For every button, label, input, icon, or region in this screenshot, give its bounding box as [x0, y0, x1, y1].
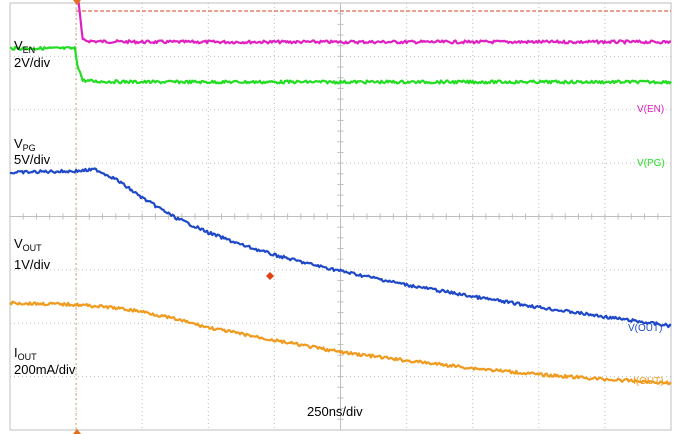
- trace-tag-iout: I(OUT): [633, 376, 664, 387]
- trace-iout: [9, 300, 672, 386]
- trace-tag-ven: V(EN): [637, 104, 664, 115]
- trace-vout: [9, 167, 672, 329]
- svg-text:IOUT: IOUT: [14, 345, 37, 362]
- trigger-marker-bottom: [73, 429, 81, 434]
- trace-ven: [77, 0, 672, 45]
- trace-tag-vout: V(OUT): [628, 323, 662, 334]
- vpg-label-sub: PG: [23, 143, 36, 153]
- vpg-label-main: V: [14, 136, 23, 151]
- vpg-scale: 5V/div: [14, 152, 51, 167]
- trigger-marker-top: [73, 0, 81, 5]
- channel-label-vpg: VPG 5V/div: [14, 136, 51, 167]
- svg-text:VOUT: VOUT: [14, 236, 42, 253]
- grid: [9, 2, 672, 431]
- trace-tag-vpg: V(PG): [637, 158, 665, 169]
- vout-label-sub: OUT: [23, 243, 43, 253]
- channel-label-vout: VOUT 1V/div: [14, 236, 51, 272]
- vout-scale: 1V/div: [14, 257, 51, 272]
- ven-scale: 2V/div: [14, 55, 51, 70]
- iout-label-sub: OUT: [18, 352, 38, 362]
- ven-label-sub: EN: [23, 45, 36, 55]
- iout-scale: 200mA/div: [14, 362, 76, 377]
- cursor-marker: [266, 272, 274, 280]
- timebase-label: 250ns/div: [307, 404, 363, 419]
- channel-label-iout: IOUT 200mA/div: [14, 345, 76, 377]
- trace-vpg: [9, 45, 672, 85]
- svg-text:VEN: VEN: [14, 38, 35, 55]
- ven-label-main: V: [14, 38, 23, 53]
- svg-text:VPG: VPG: [14, 136, 36, 153]
- vout-label-main: V: [14, 236, 23, 251]
- iout-label-main: I: [14, 345, 18, 360]
- channel-label-ven: VEN 2V/div: [14, 38, 51, 70]
- traces: [9, 0, 672, 430]
